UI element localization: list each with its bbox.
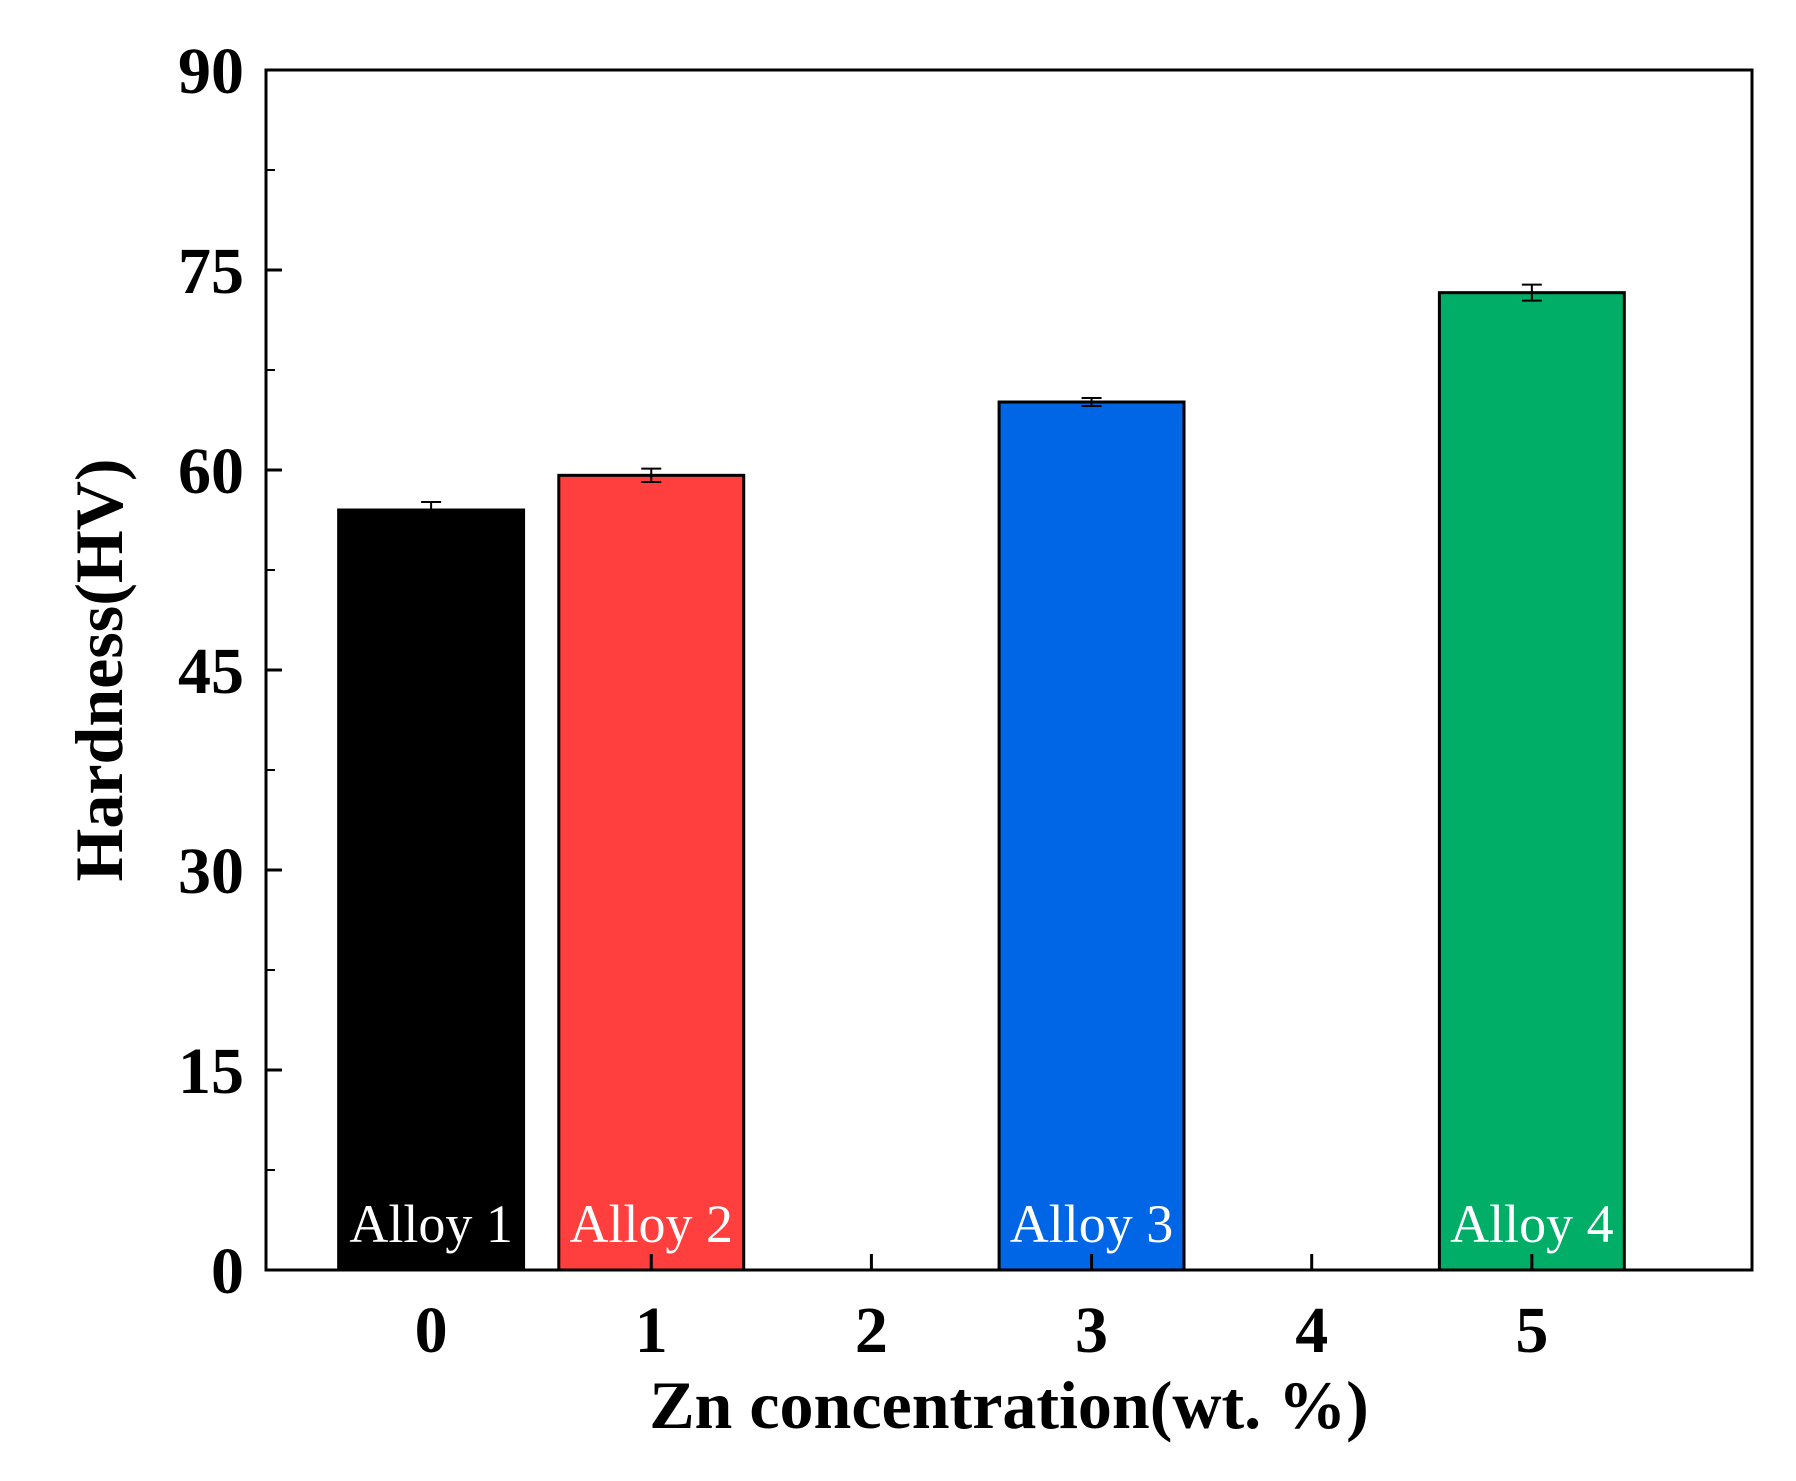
x-tick-label: 3 xyxy=(1075,1294,1108,1367)
bar-alloy-3 xyxy=(997,400,1186,1272)
y-tick-label: 0 xyxy=(211,1235,244,1308)
bar-label-alloy-2: Alloy 2 xyxy=(570,1194,734,1254)
bar-label-alloy-4: Alloy 4 xyxy=(1450,1194,1614,1254)
y-tick-label: 60 xyxy=(178,435,244,508)
x-axis-title: Zn concentration(wt. %) xyxy=(649,1367,1369,1443)
x-tick-label: 5 xyxy=(1515,1294,1548,1367)
y-ticks-layer: 0 15 30 45 60 75 90 xyxy=(178,35,282,1308)
y-tick-label: 75 xyxy=(178,235,244,308)
bar-alloy-2 xyxy=(557,473,746,1272)
bar-label-alloy-3: Alloy 3 xyxy=(1010,1194,1174,1254)
x-ticks-layer: 0 1 2 3 4 5 xyxy=(415,1254,1548,1367)
y-tick-label: 45 xyxy=(178,635,244,708)
x-tick-label: 2 xyxy=(855,1294,888,1367)
error-bar-alloy-1 xyxy=(421,501,442,519)
bar-labels-layer: Alloy 1 Alloy 2 Alloy 3 Alloy 4 xyxy=(349,1194,1613,1254)
error-bars-layer xyxy=(421,283,1542,519)
y-axis-title: Hardness(HV) xyxy=(61,458,137,881)
x-tick-label: 1 xyxy=(635,1294,668,1367)
x-tick-label: 4 xyxy=(1295,1294,1328,1367)
y-tick-label: 30 xyxy=(178,835,244,908)
bar-alloy-1 xyxy=(337,508,526,1272)
error-bar-alloy-3 xyxy=(1081,397,1102,407)
x-tick-label: 0 xyxy=(415,1294,448,1367)
error-bar-alloy-2 xyxy=(641,467,662,483)
bar-label-alloy-1: Alloy 1 xyxy=(349,1194,513,1254)
y-tick-label: 15 xyxy=(178,1035,244,1108)
error-bar-alloy-4 xyxy=(1521,283,1542,302)
y-tick-label: 90 xyxy=(178,35,244,108)
bar-alloy-4 xyxy=(1437,291,1626,1272)
bars-layer xyxy=(337,291,1626,1272)
